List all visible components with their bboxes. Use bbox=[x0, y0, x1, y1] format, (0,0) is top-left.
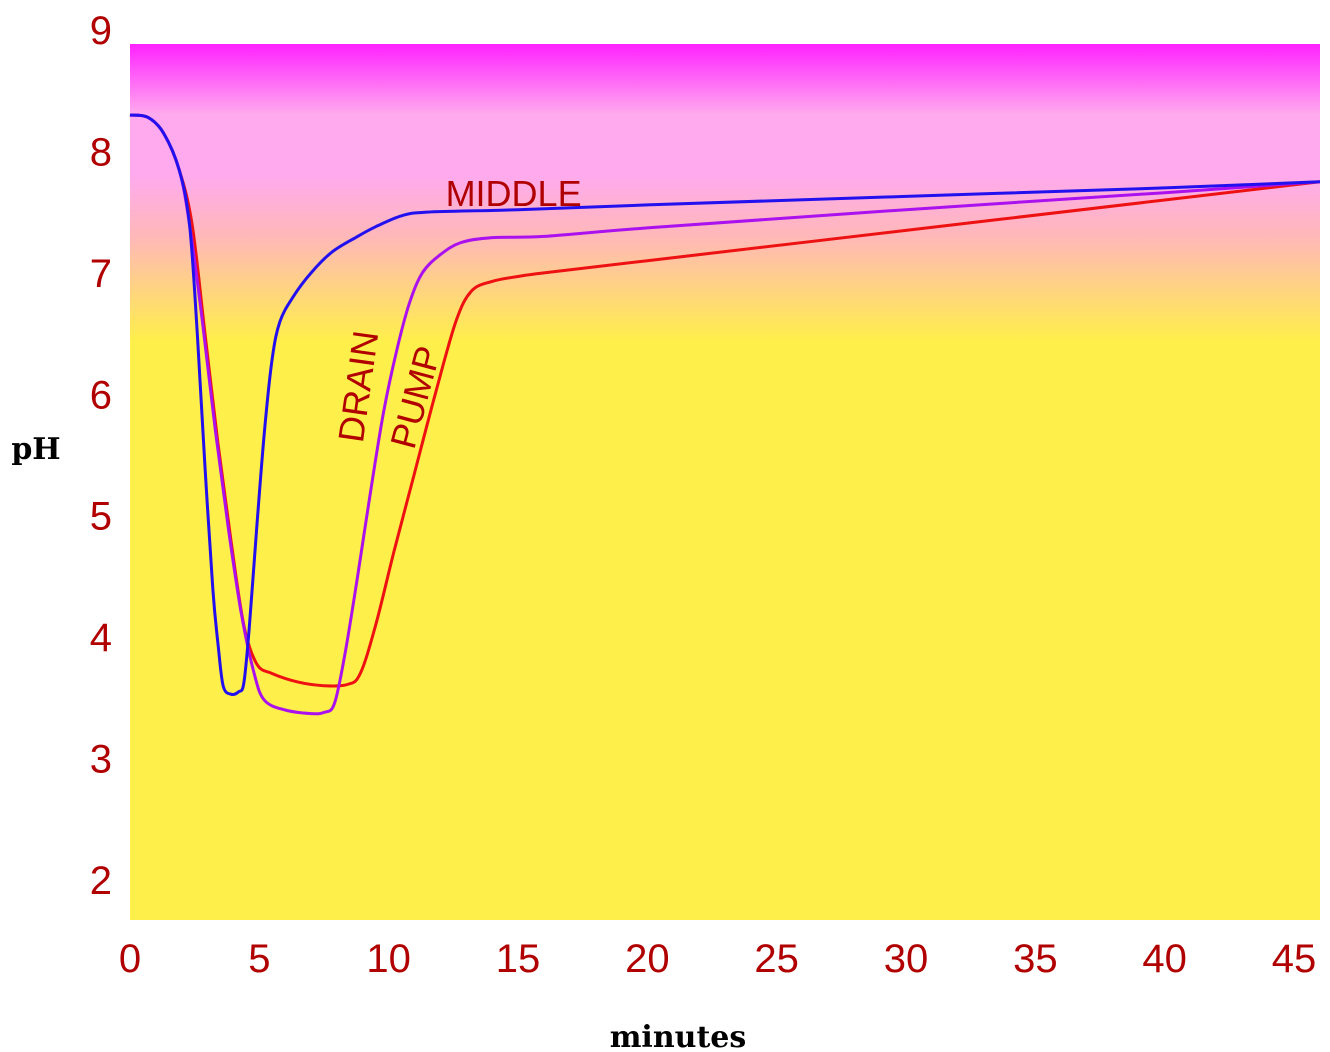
y-axis-label: pH bbox=[11, 432, 60, 467]
x-tick-label: 25 bbox=[754, 937, 799, 981]
y-axis-ticks: 2 3 4 5 6 7 8 9 bbox=[90, 9, 112, 903]
x-tick-label: 15 bbox=[496, 937, 541, 981]
x-tick-label: 35 bbox=[1013, 937, 1058, 981]
x-tick-label: 5 bbox=[248, 937, 270, 981]
series-layer bbox=[129, 113, 1321, 716]
y-tick-label: 3 bbox=[90, 738, 112, 782]
x-tick-label: 40 bbox=[1142, 937, 1187, 981]
x-axis-label: minutes bbox=[610, 1020, 747, 1052]
y-tick-label: 2 bbox=[90, 859, 112, 903]
x-tick-label: 10 bbox=[366, 937, 411, 981]
y-tick-label: 7 bbox=[90, 252, 112, 296]
x-axis-ticks: 0 5 10 15 20 25 30 35 40 45 bbox=[119, 937, 1316, 981]
y-tick-label: 5 bbox=[90, 495, 112, 539]
series-line-middle bbox=[129, 113, 1320, 696]
y-tick-label: 9 bbox=[90, 9, 112, 53]
y-tick-label: 6 bbox=[90, 373, 112, 417]
series-line-drain bbox=[129, 113, 1321, 716]
x-tick-label: 30 bbox=[884, 937, 929, 981]
plot-background bbox=[130, 44, 1320, 920]
y-tick-label: 8 bbox=[90, 130, 112, 174]
y-tick-label: 4 bbox=[90, 616, 112, 660]
series-label-middle: MIDDLE bbox=[446, 173, 582, 214]
x-tick-label: 0 bbox=[119, 937, 141, 981]
x-tick-label: 45 bbox=[1272, 937, 1317, 981]
x-tick-label: 20 bbox=[625, 937, 670, 981]
